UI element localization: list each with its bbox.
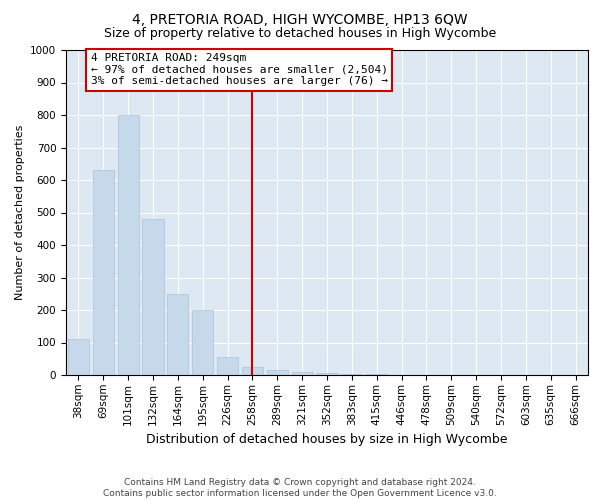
Text: 4, PRETORIA ROAD, HIGH WYCOMBE, HP13 6QW: 4, PRETORIA ROAD, HIGH WYCOMBE, HP13 6QW: [132, 12, 468, 26]
Bar: [316, 374, 338, 375]
Bar: [217, 357, 238, 375]
Bar: [93, 170, 114, 375]
Bar: [341, 374, 362, 375]
Bar: [142, 219, 164, 375]
Bar: [192, 310, 213, 375]
Bar: [242, 367, 263, 375]
X-axis label: Distribution of detached houses by size in High Wycombe: Distribution of detached houses by size …: [146, 433, 508, 446]
Text: 4 PRETORIA ROAD: 249sqm
← 97% of detached houses are smaller (2,504)
3% of semi-: 4 PRETORIA ROAD: 249sqm ← 97% of detache…: [91, 53, 388, 86]
Text: Size of property relative to detached houses in High Wycombe: Size of property relative to detached ho…: [104, 28, 496, 40]
Bar: [292, 372, 313, 375]
Bar: [167, 294, 188, 375]
Bar: [118, 115, 139, 375]
Y-axis label: Number of detached properties: Number of detached properties: [14, 125, 25, 300]
Bar: [366, 374, 387, 375]
Bar: [68, 339, 89, 375]
Bar: [267, 370, 288, 375]
Text: Contains HM Land Registry data © Crown copyright and database right 2024.
Contai: Contains HM Land Registry data © Crown c…: [103, 478, 497, 498]
